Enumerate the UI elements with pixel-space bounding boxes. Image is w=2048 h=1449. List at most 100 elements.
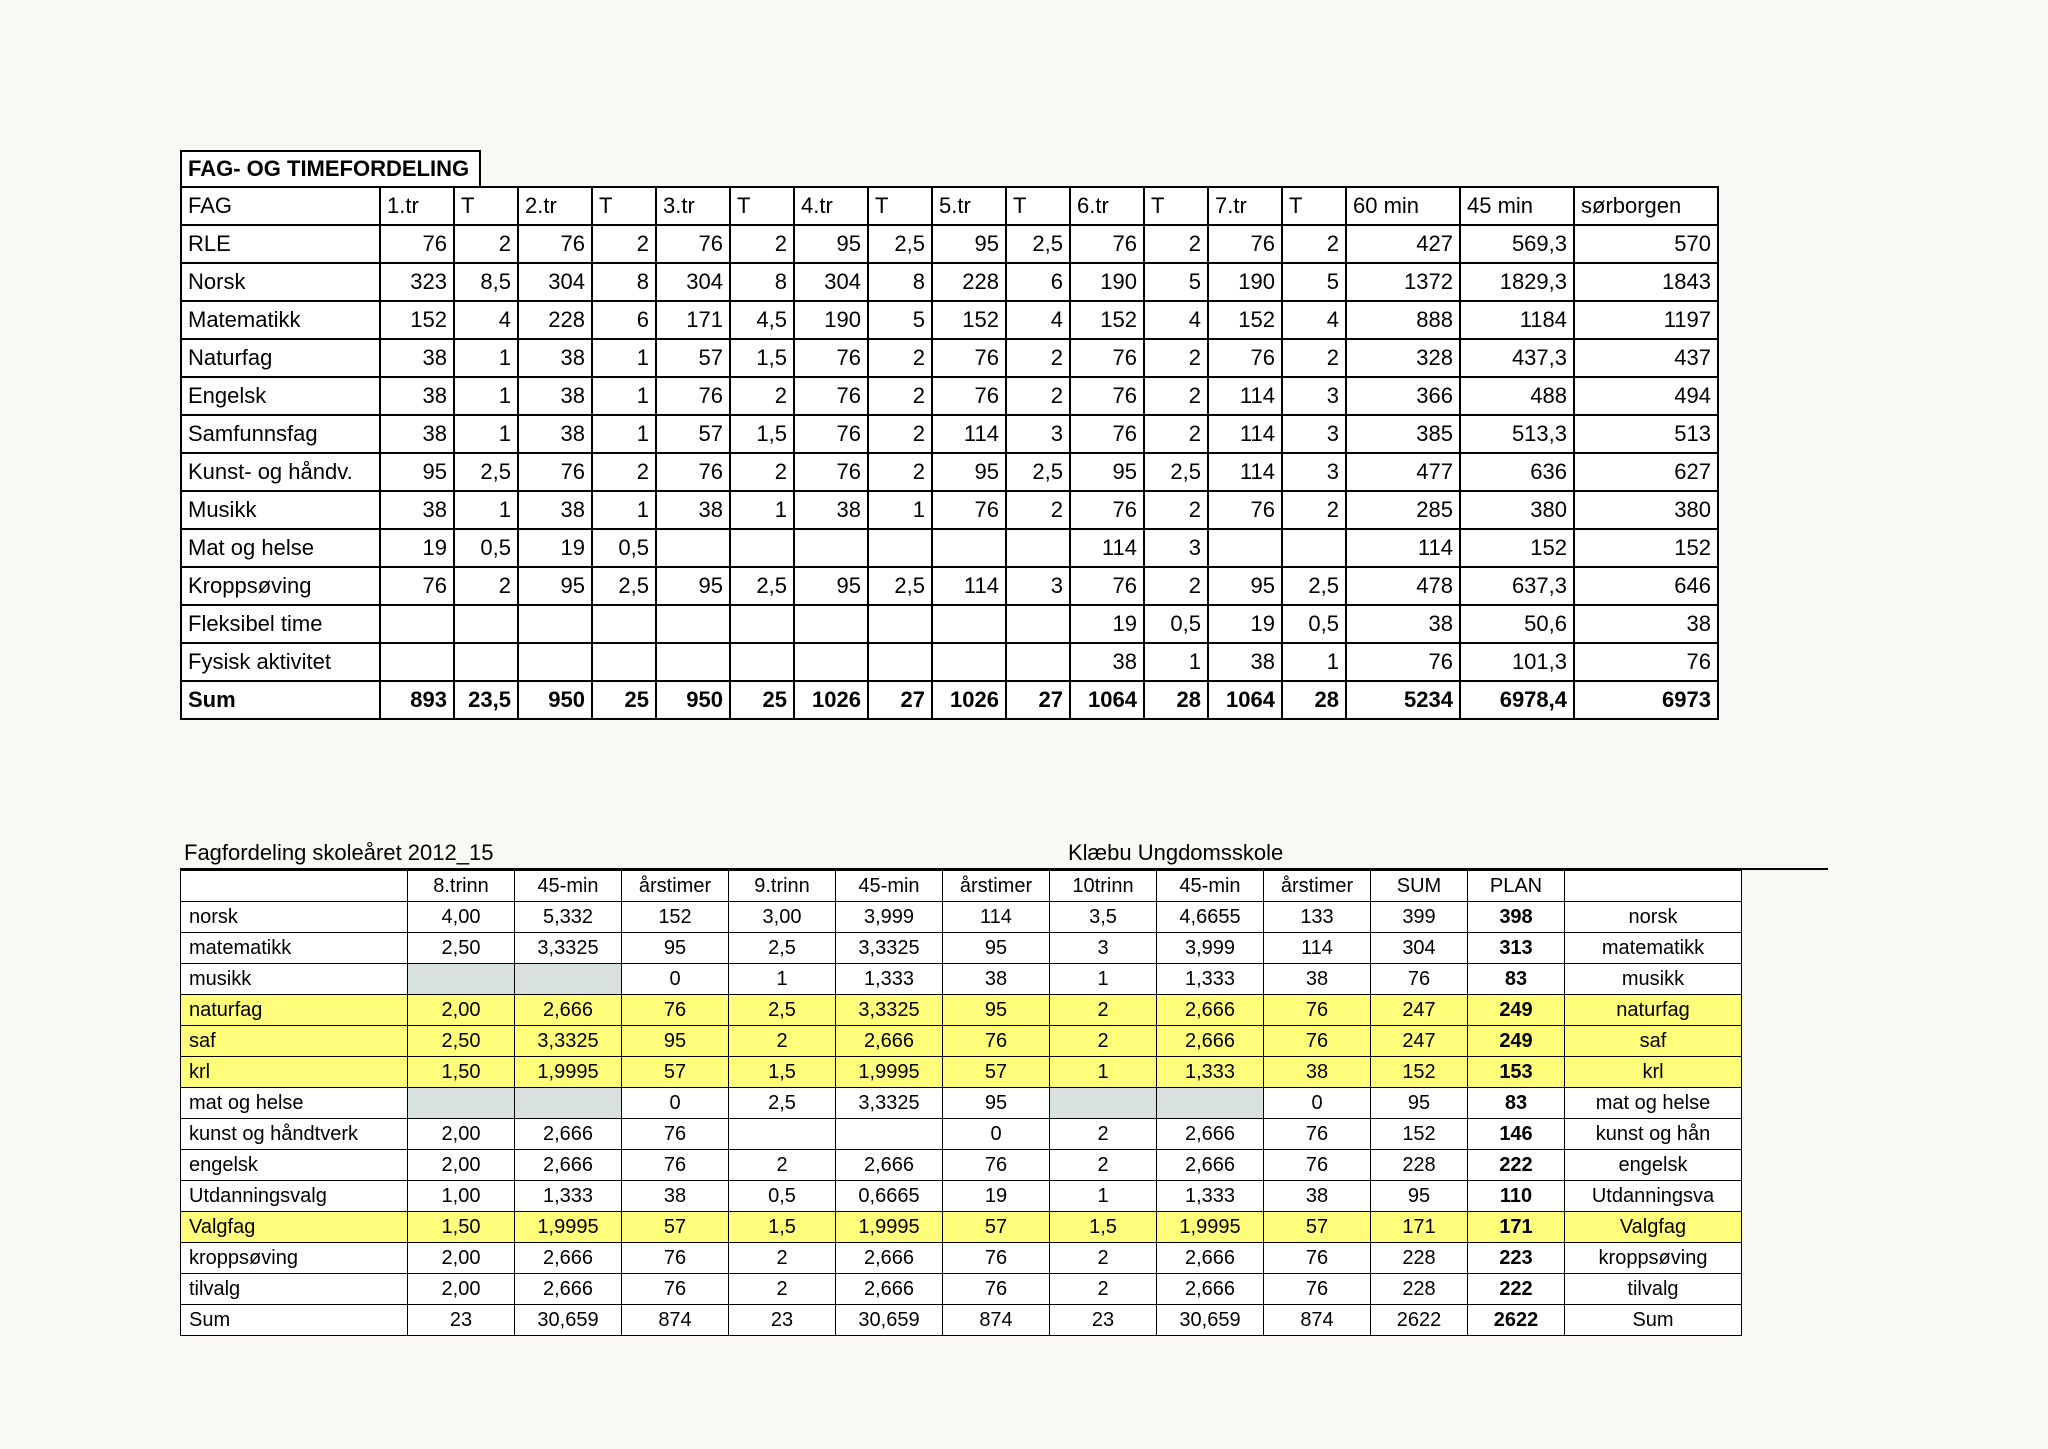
table1-cell: 190 bbox=[1070, 263, 1144, 301]
table1-cell: 5 bbox=[1282, 263, 1346, 301]
table1-cell: 2,5 bbox=[730, 567, 794, 605]
table1-header-cell: 6.tr bbox=[1070, 187, 1144, 225]
table1-cell: 76 bbox=[380, 567, 454, 605]
table1-cell: 38 bbox=[518, 491, 592, 529]
table1-cell bbox=[794, 643, 868, 681]
table1-cell: 95 bbox=[932, 453, 1006, 491]
table1-cell: 1064 bbox=[1208, 681, 1282, 719]
table1-cell bbox=[518, 605, 592, 643]
table2-cell: 30,659 bbox=[1157, 1305, 1264, 1336]
table2-cell: 1,333 bbox=[1157, 964, 1264, 995]
table1-cell: 1026 bbox=[932, 681, 1006, 719]
table1-cell: 152 bbox=[1574, 529, 1718, 567]
table1-cell: 3 bbox=[1282, 415, 1346, 453]
table2-row-label: naturfag bbox=[181, 995, 408, 1026]
table1-cell bbox=[1006, 529, 1070, 567]
table1-cell: 152 bbox=[932, 301, 1006, 339]
table1-cell: 38 bbox=[518, 377, 592, 415]
table2-cell: 2 bbox=[729, 1274, 836, 1305]
table1-row-label: RLE bbox=[181, 225, 380, 263]
table2-cell: 3,3325 bbox=[836, 995, 943, 1026]
table1-header-cell: 45 min bbox=[1460, 187, 1574, 225]
table1-cell: 488 bbox=[1460, 377, 1574, 415]
table2-row-label: matematikk bbox=[181, 933, 408, 964]
table1-cell: 437,3 bbox=[1460, 339, 1574, 377]
table1-header-cell: T bbox=[454, 187, 518, 225]
table2-header-cell: årstimer bbox=[622, 871, 729, 902]
table1-row-label: Kunst- og håndv. bbox=[181, 453, 380, 491]
table1-cell: 6978,4 bbox=[1460, 681, 1574, 719]
table1-cell: 2 bbox=[1282, 491, 1346, 529]
table1-cell: 38 bbox=[656, 491, 730, 529]
table1-cell: 38 bbox=[794, 491, 868, 529]
table2-cell: 1,333 bbox=[1157, 1057, 1264, 1088]
table1-cell: 8 bbox=[730, 263, 794, 301]
table1-header-cell: 1.tr bbox=[380, 187, 454, 225]
table2-cell: 2,666 bbox=[515, 995, 622, 1026]
table1-cell: 2 bbox=[1006, 377, 1070, 415]
table1-row-label: Fysisk aktivitet bbox=[181, 643, 380, 681]
table1-cell bbox=[794, 605, 868, 643]
table1-cell: 190 bbox=[1208, 263, 1282, 301]
table1-cell: 888 bbox=[1346, 301, 1460, 339]
table1-cell: 95 bbox=[656, 567, 730, 605]
table1-cell: 1829,3 bbox=[1460, 263, 1574, 301]
table1-cell: 285 bbox=[1346, 491, 1460, 529]
table1-cell: 76 bbox=[656, 225, 730, 263]
table1-cell: 38 bbox=[380, 491, 454, 529]
table2-cell: 1,9995 bbox=[1157, 1212, 1264, 1243]
table1-cell: 569,3 bbox=[1460, 225, 1574, 263]
table2-cell: 3,3325 bbox=[836, 933, 943, 964]
table2-cell: musikk bbox=[1565, 964, 1742, 995]
table1-cell: 76 bbox=[1208, 225, 1282, 263]
table2-cell: 57 bbox=[622, 1212, 729, 1243]
table2-cell: 3,3325 bbox=[515, 933, 622, 964]
table1-cell: 0,5 bbox=[1282, 605, 1346, 643]
table2-cell: naturfag bbox=[1565, 995, 1742, 1026]
table2-cell: 76 bbox=[1264, 1119, 1371, 1150]
table1-cell bbox=[730, 605, 794, 643]
table2-header-cell: 9.trinn bbox=[729, 871, 836, 902]
table2-cell: 399 bbox=[1371, 902, 1468, 933]
table2-cell: 83 bbox=[1468, 964, 1565, 995]
table1-cell bbox=[868, 529, 932, 567]
table2-cell: 23 bbox=[1050, 1305, 1157, 1336]
table2-cell: 57 bbox=[1264, 1212, 1371, 1243]
table1-cell bbox=[1282, 529, 1346, 567]
table1-cell: 2 bbox=[1282, 225, 1346, 263]
table1-cell: 5 bbox=[1144, 263, 1208, 301]
table2-cell: 2,666 bbox=[836, 1150, 943, 1181]
table2-cell: 2,666 bbox=[515, 1274, 622, 1305]
table1-cell: 2 bbox=[592, 225, 656, 263]
table2-cell: 95 bbox=[622, 1026, 729, 1057]
table1-cell: 114 bbox=[1208, 415, 1282, 453]
table2-cell: 152 bbox=[1371, 1119, 1468, 1150]
table1-cell: 27 bbox=[1006, 681, 1070, 719]
table2-cell: 222 bbox=[1468, 1150, 1565, 1181]
table2-row-label: mat og helse bbox=[181, 1088, 408, 1119]
table2-cell: matematikk bbox=[1565, 933, 1742, 964]
table1-cell: 4 bbox=[1144, 301, 1208, 339]
table2-header-cell: årstimer bbox=[1264, 871, 1371, 902]
table1-cell: 38 bbox=[1574, 605, 1718, 643]
table1-cell: 2 bbox=[592, 453, 656, 491]
table1-cell: 28 bbox=[1144, 681, 1208, 719]
table1-cell: 1 bbox=[592, 339, 656, 377]
table1-cell: 19 bbox=[1208, 605, 1282, 643]
table2-cell: 2,5 bbox=[729, 1088, 836, 1119]
table2-cell bbox=[836, 1119, 943, 1150]
table1-cell: 6 bbox=[592, 301, 656, 339]
table2-header-cell: 45-min bbox=[1157, 871, 1264, 902]
table1-cell: 57 bbox=[656, 415, 730, 453]
table1-cell bbox=[730, 529, 794, 567]
table1-cell: 4 bbox=[454, 301, 518, 339]
table1-cell: 114 bbox=[1070, 529, 1144, 567]
table1-cell: 1,5 bbox=[730, 415, 794, 453]
table1-cell: 1 bbox=[1282, 643, 1346, 681]
table2-cell: 38 bbox=[1264, 1181, 1371, 1212]
table2-cell: 228 bbox=[1371, 1150, 1468, 1181]
table2-cell: 19 bbox=[943, 1181, 1050, 1212]
table2-cell: 38 bbox=[1264, 964, 1371, 995]
table1-cell bbox=[592, 605, 656, 643]
table2-cell: 874 bbox=[943, 1305, 1050, 1336]
